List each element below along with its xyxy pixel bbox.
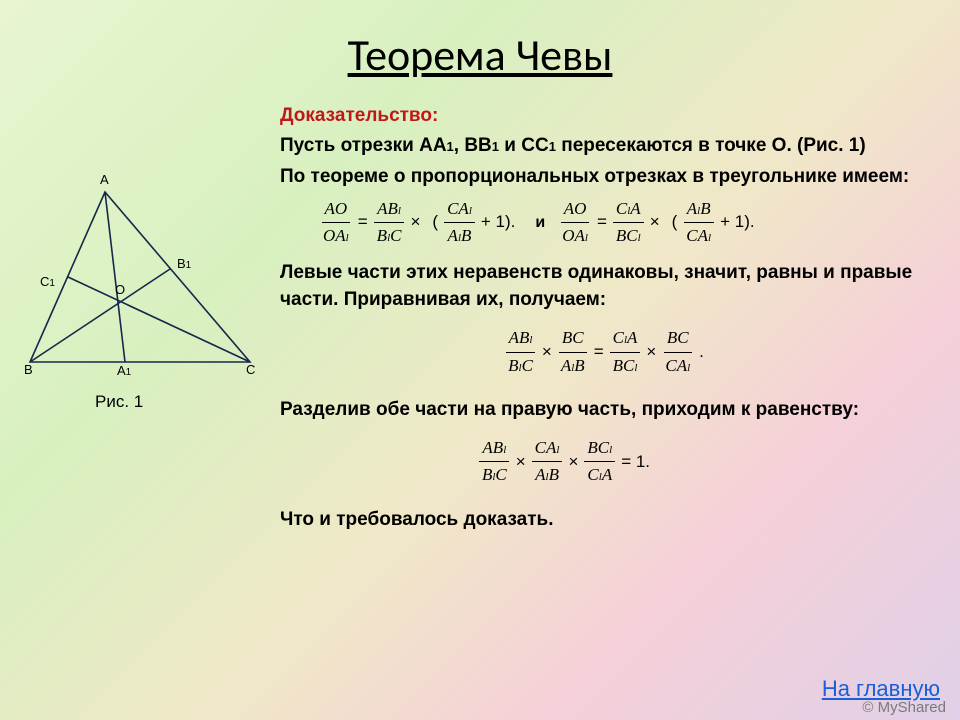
label-o: O bbox=[115, 282, 125, 297]
para-1: Пусть отрезки АА1, ВВ1 и СС1 пересекаютс… bbox=[280, 132, 935, 160]
proof-heading: Доказательство: bbox=[280, 102, 935, 130]
page-title: Теорема Чевы bbox=[0, 0, 960, 82]
formula-2: ABlBlC × BCAlB = ClABCl × BCCAl . bbox=[280, 326, 935, 378]
content-row: A B C O A1 B1 C1 Рис. 1 Доказательство: … bbox=[0, 82, 960, 538]
formula-1: AOOAl = ABlBlC ×( CAlAlB + 1). и AOOAl =… bbox=[320, 197, 935, 249]
proof-panel: Доказательство: Пусть отрезки АА1, ВВ1 и… bbox=[280, 102, 950, 538]
label-c1: C1 bbox=[40, 274, 55, 289]
para-2: По теореме о пропорциональных отрезках в… bbox=[280, 163, 935, 191]
label-a1: A1 bbox=[117, 363, 131, 378]
para-4: Разделив обе части на правую часть, прих… bbox=[280, 396, 935, 424]
qed: Что и требовалось доказать. bbox=[280, 506, 935, 534]
figure-caption: Рис. 1 bbox=[95, 392, 143, 412]
diagram-panel: A B C O A1 B1 C1 Рис. 1 bbox=[0, 102, 280, 538]
label-b1: B1 bbox=[177, 256, 191, 271]
label-a: A bbox=[100, 172, 109, 187]
para-3: Левые части этих неравенств одинаковы, з… bbox=[280, 259, 935, 314]
label-c: C bbox=[246, 362, 255, 377]
watermark: © MyShared bbox=[862, 699, 946, 716]
triangle-diagram: A B C O A1 B1 C1 bbox=[0, 157, 280, 417]
formula-3: ABlBlC × CAlAlB × BClClA = 1. bbox=[200, 436, 935, 488]
label-b: B bbox=[24, 362, 33, 377]
